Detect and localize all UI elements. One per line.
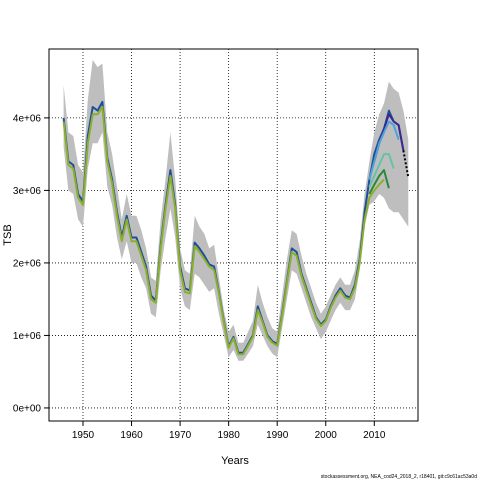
x-axis: 1950 1960 1970 1980 1990 2000 2010	[72, 421, 386, 441]
x-tick-label: 2000	[315, 430, 338, 441]
series-line-r2015	[368, 153, 395, 188]
series-line-forecast	[402, 150, 410, 178]
x-tick-label: 1950	[72, 430, 95, 441]
x-tick-label: 1960	[120, 430, 143, 441]
y-axis: 0e+00 1e+06 2e+06 3e+06 4e+06	[13, 113, 49, 414]
series-line-r2016	[368, 120, 400, 180]
series-lines	[62, 100, 410, 356]
series-line-r2013	[62, 106, 385, 356]
y-tick-label: 4e+06	[13, 113, 42, 124]
x-tick-label: 1990	[266, 430, 289, 441]
y-tick-label: 1e+06	[13, 331, 42, 342]
y-tick-label: 2e+06	[13, 258, 42, 269]
series-line-r2014	[368, 169, 390, 195]
y-tick-label: 0e+00	[13, 403, 42, 414]
series-line-main	[62, 100, 405, 354]
x-tick-label: 1970	[169, 430, 192, 441]
x-tick-label: 1980	[218, 430, 241, 441]
footer-credit: stockassessment.org, NEA_cod24_2018_2, r…	[321, 474, 477, 480]
plot-frame	[48, 48, 419, 422]
y-axis-title: TSB	[2, 224, 14, 245]
x-tick-label: 2010	[363, 430, 386, 441]
x-axis-title: Years	[221, 455, 249, 467]
y-tick-label: 3e+06	[13, 186, 42, 197]
